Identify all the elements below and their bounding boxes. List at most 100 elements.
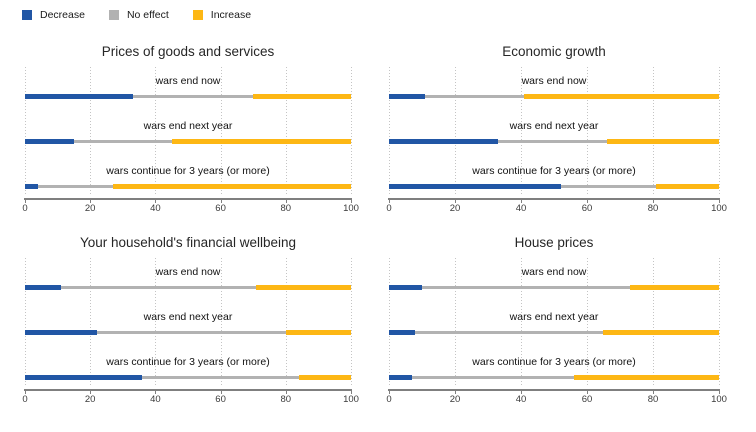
bar-segment-no-effect: [412, 375, 574, 380]
x-axis-tick-label: 80: [280, 203, 292, 214]
x-axis-tick-label: 0: [22, 203, 28, 214]
x-axis: 0 20 40 60 80 100: [386, 389, 727, 409]
x-axis-tick-label: 60: [581, 203, 593, 214]
bar-row: wars continue for 3 years (or more): [25, 153, 351, 198]
panel-grid: Prices of goods and services wars end no…: [0, 43, 756, 409]
x-axis: 0 20 40 60 80 100: [386, 198, 727, 218]
panel-title: Economic growth: [502, 44, 606, 59]
bar-row-label: wars end now: [521, 75, 587, 87]
x-axis-tick: [521, 391, 522, 394]
stacked-bar: [25, 285, 351, 290]
bar-segment-decrease: [25, 330, 97, 335]
x-axis-tick: [389, 391, 390, 394]
bar-row-label: wars continue for 3 years (or more): [106, 165, 270, 177]
x-axis-tick: [90, 200, 92, 203]
bar-segment-no-effect: [38, 184, 113, 189]
no-effect-swatch-icon: [108, 10, 119, 20]
stacked-bar: [389, 285, 719, 290]
bar-segment-no-effect: [422, 285, 630, 290]
x-axis-tick-label: 0: [22, 394, 28, 405]
bar-row: wars continue for 3 years (or more): [25, 344, 351, 389]
bar-track: [389, 89, 719, 105]
bar-segment-decrease: [25, 184, 39, 189]
gridline: [155, 67, 157, 196]
x-axis-tick-label: 0: [386, 203, 392, 214]
gridline: [90, 258, 92, 387]
bar-segment-increase: [524, 94, 719, 99]
x-axis-tick: [455, 200, 456, 203]
x-axis-tick-label: 60: [215, 203, 226, 214]
x-axis-line: [388, 198, 720, 200]
x-axis-tick: [351, 200, 352, 203]
bar-segment-decrease: [25, 285, 61, 290]
x-axis-tick-label: 40: [150, 203, 161, 214]
plot-area: wars end now wars end next year wars conti…: [25, 63, 352, 198]
gridline: [285, 258, 287, 387]
bar-row: wars end next year: [389, 299, 719, 344]
legend-label: Increase: [210, 9, 252, 21]
x-axis-tick: [455, 391, 456, 394]
x-axis-tick: [719, 391, 720, 394]
x-axis-tick: [719, 200, 720, 203]
stacked-bar: [389, 94, 719, 99]
stacked-bar: [25, 375, 351, 380]
panel-title: House prices: [514, 235, 594, 250]
x-axis-tick: [653, 391, 654, 394]
gridline: [25, 67, 26, 196]
bar-segment-decrease: [25, 375, 143, 380]
bar-segment-decrease: [25, 94, 133, 99]
bar-segment-increase: [256, 285, 351, 290]
gridline: [455, 67, 456, 196]
bar-segment-no-effect: [425, 94, 525, 99]
x-axis-tick: [521, 200, 522, 203]
x-axis-tick-label: 40: [150, 394, 161, 405]
bar-track: [389, 280, 719, 296]
bar-segment-increase: [171, 139, 351, 144]
bar-segment-no-effect: [560, 184, 657, 189]
gridline: [719, 258, 720, 387]
plot-area: wars end now wars end next year wars conti…: [389, 254, 720, 389]
bar-row: wars end next year: [389, 108, 719, 153]
gridline: [455, 258, 456, 387]
bar-segment-increase: [606, 139, 719, 144]
figure: Decrease No effect Increase Prices of go…: [0, 9, 756, 409]
bar-segment-increase: [113, 184, 351, 189]
x-axis-tick-label: 0: [386, 394, 392, 405]
stacked-bar: [389, 139, 719, 144]
bar-row-label: wars end next year: [143, 120, 233, 132]
x-axis-tick-label: 40: [515, 394, 527, 405]
x-axis-tick: [653, 200, 654, 203]
gridlines: [25, 258, 352, 387]
bar-segment-decrease: [389, 285, 422, 290]
stacked-bar: [389, 330, 719, 335]
gridline: [351, 67, 352, 196]
x-axis-tick-label: 100: [343, 394, 359, 405]
bar-row: wars continue for 3 years (or more): [389, 153, 719, 198]
bar-segment-increase: [298, 375, 351, 380]
stacked-bar: [25, 184, 351, 189]
gridline: [220, 67, 222, 196]
bar-row-label: wars continue for 3 years (or more): [472, 356, 636, 368]
x-axis-tick-label: 100: [711, 394, 727, 405]
gridline: [351, 258, 352, 387]
stacked-bar: [25, 94, 351, 99]
bar-segment-decrease: [389, 375, 413, 380]
gridline: [389, 258, 390, 387]
bar-segment-no-effect: [73, 139, 172, 144]
bar-track: [25, 280, 351, 296]
decrease-swatch-icon: [22, 10, 32, 20]
x-axis-tick: [220, 200, 222, 203]
x-axis-tick-label: 20: [84, 203, 96, 214]
bar-segment-increase: [603, 330, 719, 335]
bar-segment-no-effect: [142, 375, 299, 380]
gridline: [587, 258, 588, 387]
stacked-bar: [389, 184, 719, 189]
stacked-bar: [25, 330, 351, 335]
legend-item-increase: Increase: [192, 9, 252, 21]
x-axis-tick-label: 40: [515, 203, 527, 214]
legend-label: Decrease: [40, 9, 85, 21]
x-axis-tick-label: 20: [84, 394, 96, 405]
x-axis-tick: [25, 391, 26, 394]
bar-segment-no-effect: [60, 285, 257, 290]
x-axis-tick-label: 60: [581, 394, 593, 405]
